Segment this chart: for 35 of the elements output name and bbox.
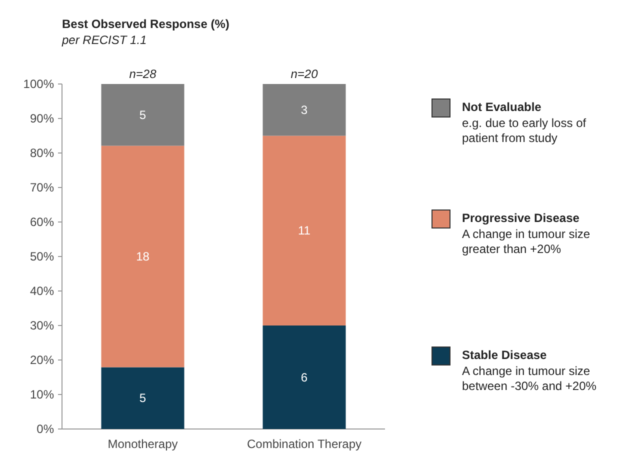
text: n=20: [290, 67, 318, 81]
text: A change in tumour size between -30% and +20%: [462, 364, 597, 393]
bar: [101, 367, 184, 429]
annotation: 3: [300, 102, 308, 117]
y-tick-label: 80%: [30, 146, 54, 160]
legend-label: Stable Disease: [462, 348, 548, 362]
y-tick-label: 0%: [36, 422, 54, 436]
y-tick-label: 90%: [30, 112, 54, 126]
y-tick-label: 60%: [30, 215, 54, 229]
y-tick-label: 100%: [23, 77, 54, 91]
bar: [262, 84, 346, 136]
y-tick-label: 40%: [30, 284, 54, 298]
x-tick-label: Monotherapy: [108, 437, 178, 451]
legend-label: Progressive Disease: [462, 211, 580, 225]
text: A change in tumour size greater than +20%: [462, 227, 590, 256]
annotation: 18: [136, 250, 150, 264]
legend-label: Not Evaluable: [462, 100, 542, 114]
chart-title: Best Observed Response (%): [62, 17, 230, 31]
annotation: 6: [300, 370, 308, 384]
y-tick-label: 10%: [30, 388, 54, 402]
y-tick-label: 20%: [30, 353, 54, 367]
text: n=28: [129, 67, 157, 81]
text: e.g. due to early loss of patient from study: [462, 116, 587, 145]
y-tick-label: 70%: [30, 180, 54, 194]
annotation: 5: [139, 391, 146, 406]
x-tick-label: Combination Therapy: [246, 437, 362, 451]
chart-subtitle: per RECIST 1.1: [61, 33, 147, 47]
annotation: 5: [139, 108, 146, 122]
bar: [262, 326, 346, 429]
y-tick-label: 30%: [30, 318, 54, 332]
bar: [101, 146, 184, 368]
annotation: 11: [298, 224, 311, 238]
bar: [101, 84, 184, 146]
bar: [262, 136, 346, 326]
y-tick-label: 50%: [30, 250, 54, 264]
